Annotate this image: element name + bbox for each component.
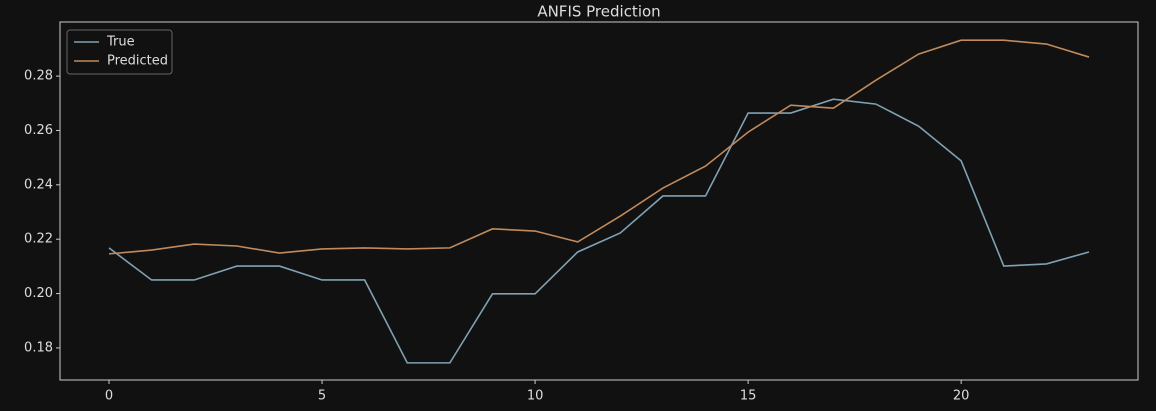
data-line: [108, 39, 1090, 255]
x-tick-label: 10: [527, 389, 544, 404]
y-tick-label: 0.20: [24, 286, 53, 301]
x-tick-label: 20: [953, 389, 970, 404]
x-tick-label: 5: [318, 389, 326, 404]
x-tick-label: 15: [740, 389, 757, 404]
y-tick-label: 0.22: [24, 232, 53, 247]
plot-frame: [59, 21, 1139, 381]
x-tick-label: 0: [105, 389, 113, 404]
legend-label: True: [106, 35, 135, 50]
y-tick-label: 0.28: [24, 69, 53, 84]
legend-label: Predicted: [107, 54, 168, 69]
y-tick-label: 0.18: [24, 340, 53, 355]
data-line: [108, 98, 1090, 364]
y-tick-label: 0.26: [24, 123, 53, 138]
legend-box: [66, 29, 173, 75]
y-tick-label: 0.24: [24, 177, 53, 192]
chart-title: ANFIS Prediction: [537, 3, 660, 21]
